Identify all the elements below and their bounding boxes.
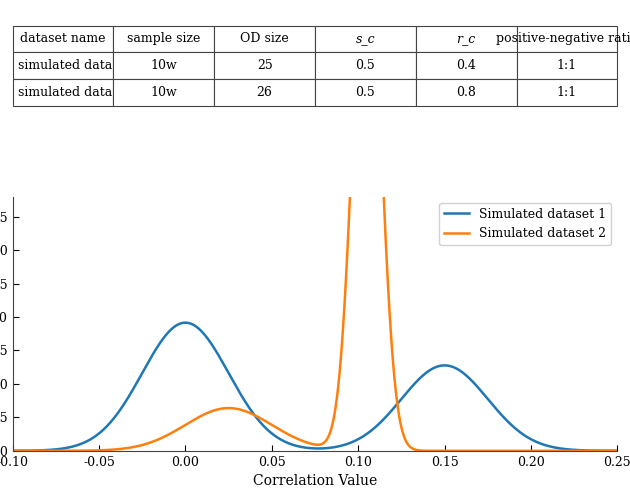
Simulated dataset 1	[274, 435, 282, 441]
Simulated dataset 1	[42, 447, 49, 453]
Line: Simulated dataset 1: Simulated dataset 1	[0, 322, 630, 451]
Simulated dataset 2	[605, 448, 613, 454]
X-axis label: Correlation Value: Correlation Value	[253, 474, 377, 488]
Simulated dataset 2	[242, 408, 249, 414]
Simulated dataset 2	[86, 448, 93, 454]
Simulated dataset 2	[274, 426, 282, 432]
Simulated dataset 2	[42, 448, 49, 454]
Simulated dataset 1	[605, 448, 613, 454]
Legend: Simulated dataset 1, Simulated dataset 2: Simulated dataset 1, Simulated dataset 2	[439, 203, 611, 245]
Simulated dataset 1	[242, 400, 249, 406]
Simulated dataset 1	[86, 437, 93, 443]
Simulated dataset 1	[181, 319, 189, 325]
Line: Simulated dataset 2: Simulated dataset 2	[0, 0, 630, 451]
